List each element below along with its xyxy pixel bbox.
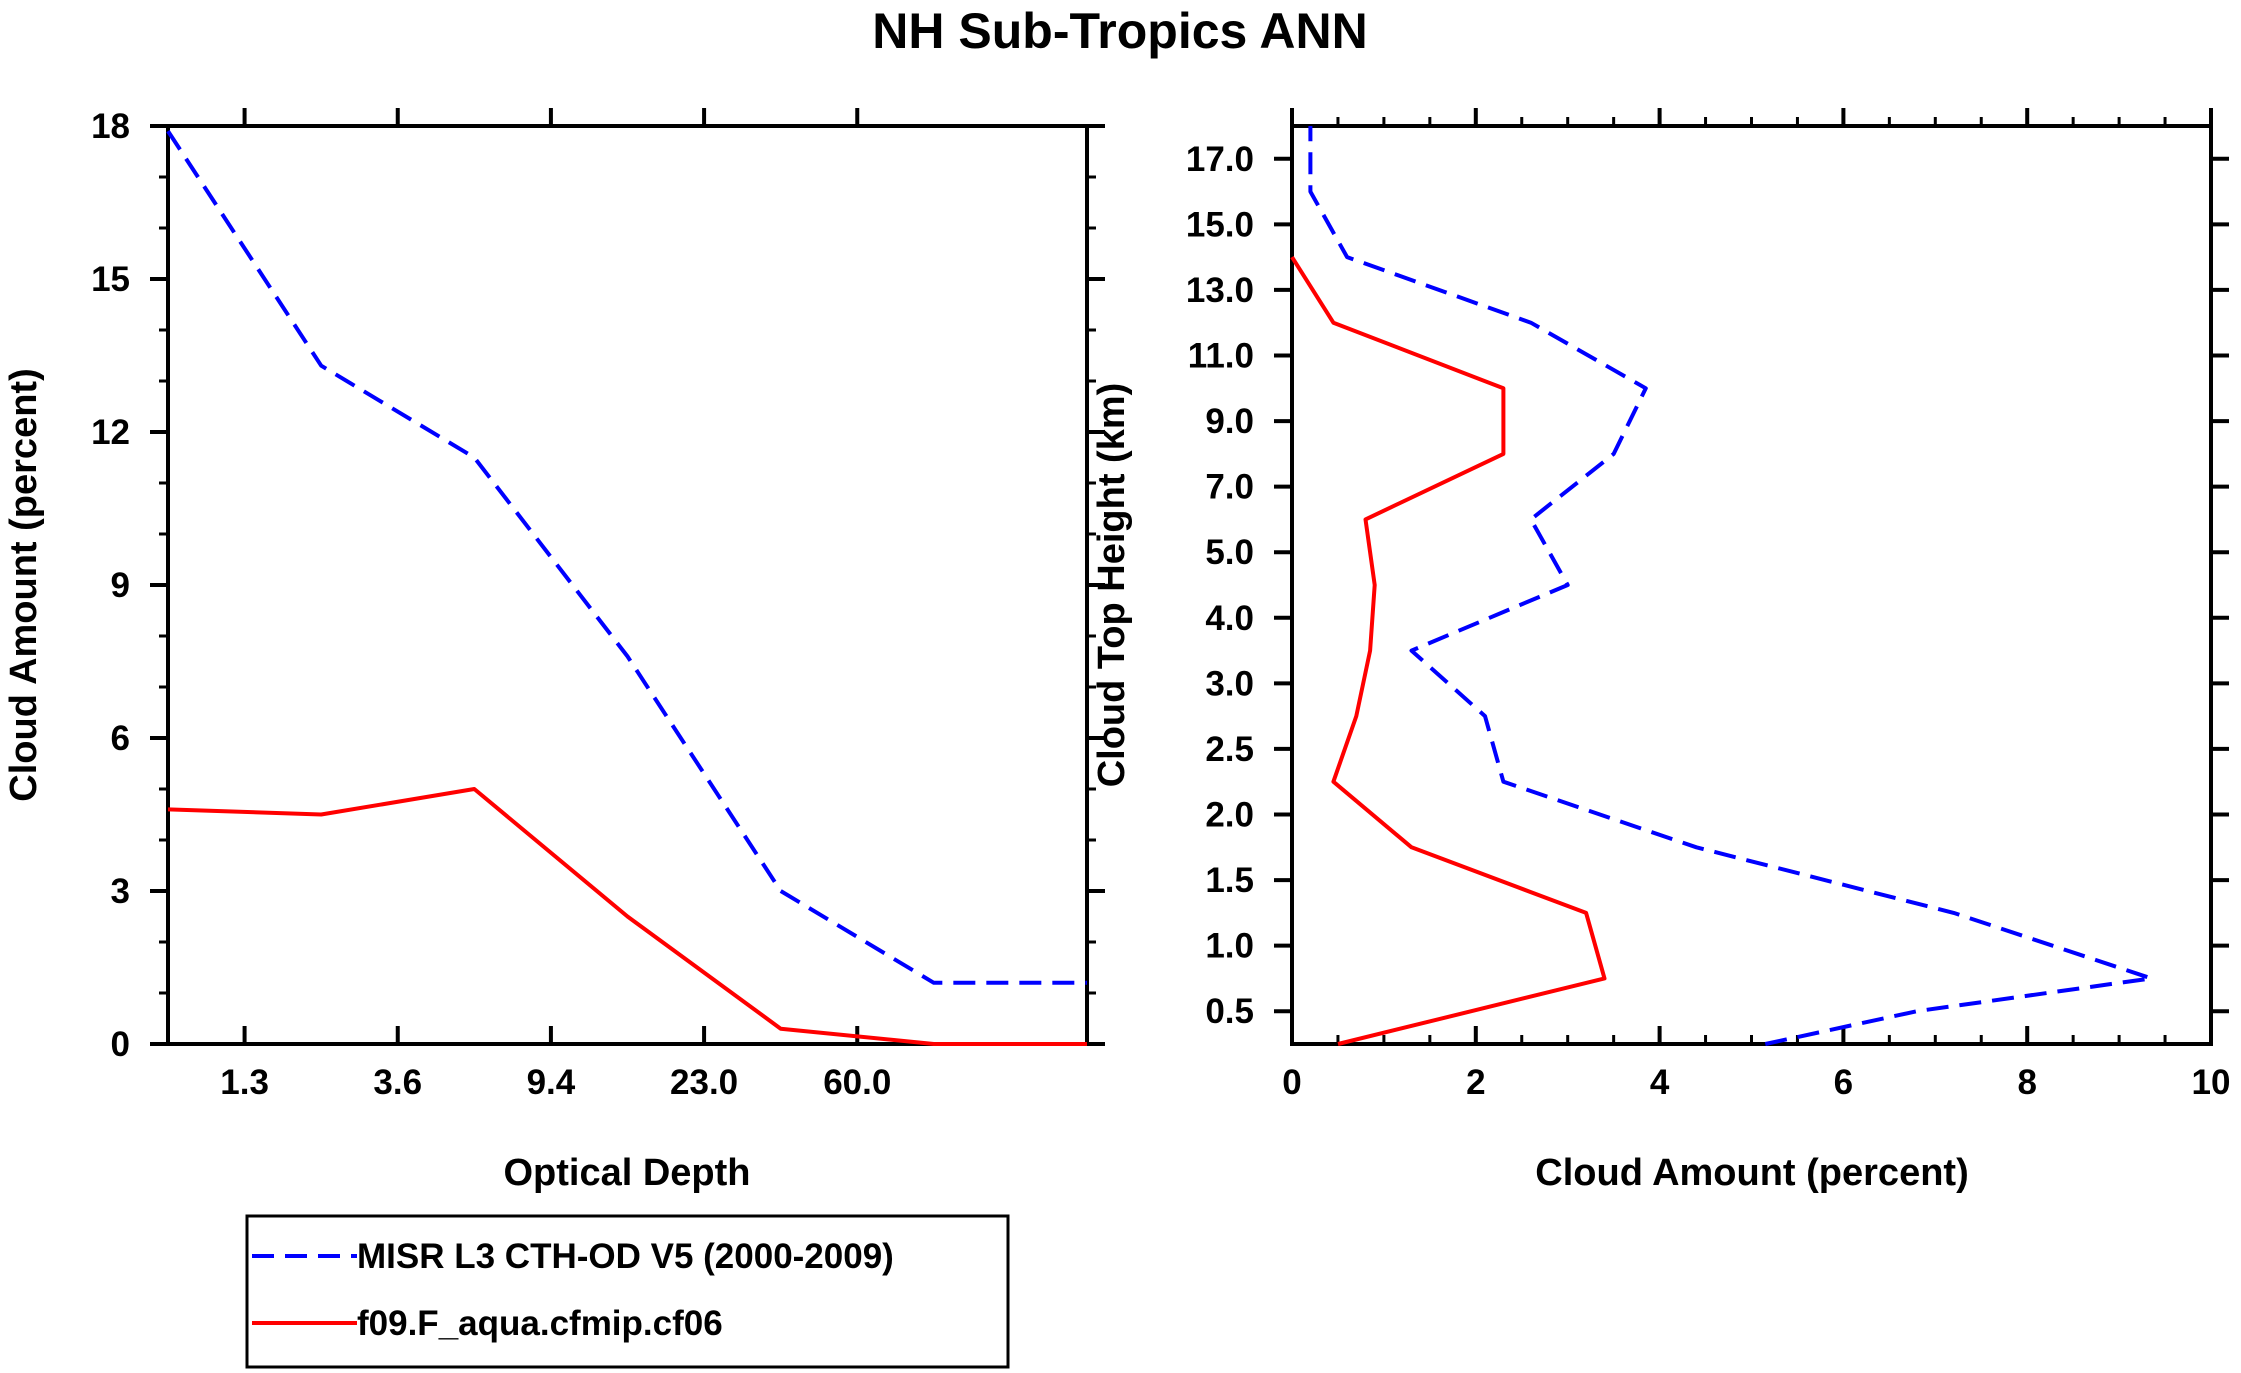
left-y-tick-label: 0 (111, 1025, 130, 1064)
right-y-tick-label: 2.5 (1205, 730, 1254, 769)
left-y-tick-label: 15 (91, 260, 130, 299)
right-y-tick-label: 7.0 (1205, 468, 1254, 507)
legend: MISR L3 CTH-OD V5 (2000-2009) f09.F_aqua… (245, 1214, 1010, 1369)
left-y-tick-label: 3 (111, 872, 130, 911)
left-ticks (150, 108, 1105, 1046)
right-x-tick-label: 8 (2017, 1063, 2036, 1102)
left-y-tick-label: 18 (91, 107, 130, 146)
left-y-axis-title: Cloud Amount (percent) (3, 368, 45, 801)
right-y-tick-label: 13.0 (1186, 271, 1254, 310)
left-x-tick-label: 3.6 (373, 1063, 422, 1102)
legend-misr-label: MISR L3 CTH-OD V5 (2000-2009) (357, 1237, 894, 1276)
left-y-tick-label: 9 (111, 566, 130, 605)
right-series-misr (1308, 126, 2154, 1046)
chart-title: NH Sub-Tropics ANN (872, 3, 1367, 59)
right-x-tick-label: 10 (2192, 1063, 2231, 1102)
right-y-tick-label: 1.5 (1205, 861, 1254, 900)
right-x-tick-label: 6 (1834, 1063, 1853, 1102)
right-x-axis-title: Cloud Amount (percent) (1535, 1152, 1968, 1194)
right-y-tick-label: 15.0 (1186, 205, 1254, 244)
left-x-axis-title: Optical Depth (503, 1152, 750, 1194)
right-y-tick-label: 0.5 (1205, 992, 1254, 1031)
right-labels: 0 2 4 6 8 10 0.5 1.0 1.5 2.0 2.5 3.0 4.0 5.0 7.0 9.0 11.… (1186, 140, 2231, 1102)
right-series-model (1290, 256, 1607, 1046)
right-y-tick-label: 17.0 (1186, 140, 1254, 179)
left-plot-frame (166, 124, 1089, 1046)
right-y-tick-label: 2.0 (1205, 796, 1254, 835)
left-x-tick-label: 9.4 (527, 1063, 576, 1102)
right-y-tick-label: 3.0 (1205, 664, 1254, 703)
left-panel: 1.3 3.6 9.4 23.0 60.0 0 3 6 9 12 15 18 Optical Dept… (3, 107, 1105, 1194)
right-y-tick-label: 5.0 (1205, 533, 1254, 572)
right-ticks (1274, 108, 2229, 1044)
right-y-tick-label: 1.0 (1205, 927, 1254, 966)
legend-model-label: f09.F_aqua.cfmip.cf06 (357, 1304, 723, 1343)
left-x-tick-label: 1.3 (220, 1063, 269, 1102)
left-y-tick-label: 12 (91, 413, 130, 452)
left-x-tick-label: 23.0 (670, 1063, 738, 1102)
left-x-tick-label: 60.0 (823, 1063, 891, 1102)
right-y-tick-label: 9.0 (1205, 402, 1254, 441)
left-labels: 1.3 3.6 9.4 23.0 60.0 0 3 6 9 12 15 18 (91, 107, 891, 1102)
left-series-misr (166, 130, 1087, 985)
right-x-tick-label: 0 (1282, 1063, 1301, 1102)
right-series (1290, 126, 2154, 1046)
legend-box (245, 1214, 1010, 1369)
left-y-tick-label: 6 (111, 719, 130, 758)
left-series-model (167, 787, 1087, 1046)
right-y-tick-label: 11.0 (1188, 337, 1254, 376)
right-plot-frame (1290, 124, 2213, 1046)
right-y-axis-title: Cloud Top Height (km) (1091, 383, 1133, 788)
right-y-tick-label: 4.0 (1205, 599, 1254, 638)
right-panel: 0 2 4 6 8 10 0.5 1.0 1.5 2.0 2.5 3.0 4.0 5.0 7.0 9.0 11.… (1091, 108, 2230, 1194)
left-series (166, 130, 1087, 1046)
right-x-tick-label: 4 (1650, 1063, 1670, 1102)
right-x-tick-label: 2 (1466, 1063, 1485, 1102)
